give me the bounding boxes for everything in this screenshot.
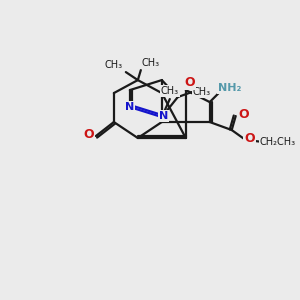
Text: CH₃: CH₃	[105, 60, 123, 70]
Text: CH₂CH₃: CH₂CH₃	[260, 137, 296, 147]
Text: O: O	[244, 131, 255, 145]
Text: O: O	[238, 107, 249, 121]
Text: CH₃: CH₃	[142, 58, 160, 68]
Text: CH₃: CH₃	[161, 86, 179, 96]
Text: N: N	[159, 111, 168, 121]
Text: O: O	[84, 128, 94, 140]
Text: N: N	[125, 102, 134, 112]
Text: CH₃: CH₃	[193, 87, 211, 97]
Text: O: O	[184, 76, 195, 88]
Text: NH₂: NH₂	[218, 83, 242, 93]
